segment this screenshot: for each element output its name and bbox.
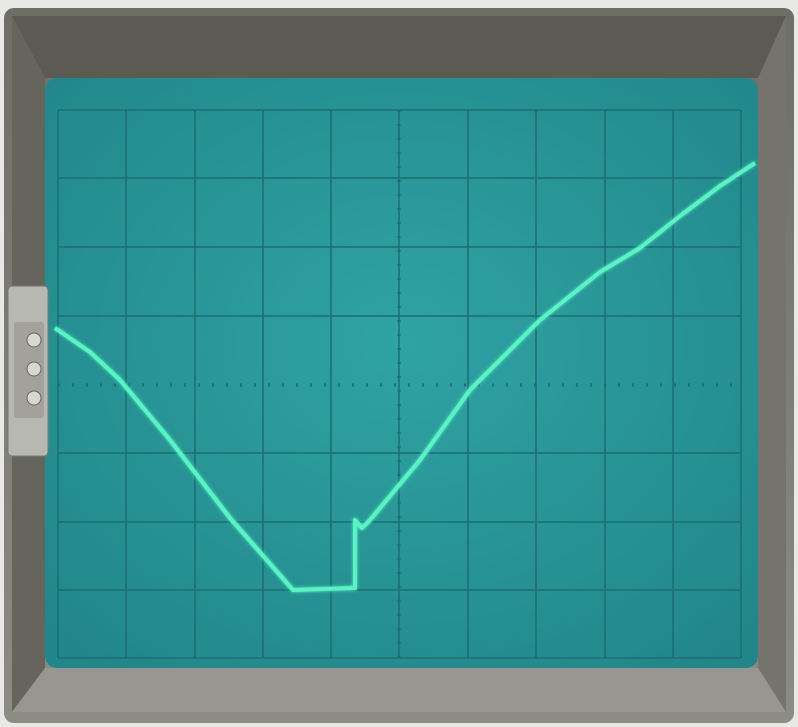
control-button[interactable] <box>27 391 41 405</box>
bezel-bottom <box>12 668 786 712</box>
control-button[interactable] <box>27 362 41 376</box>
side-controls <box>8 286 48 456</box>
screen <box>45 78 758 668</box>
control-button[interactable] <box>27 333 41 347</box>
oscilloscope-photo <box>0 0 798 727</box>
bezel-right <box>758 16 786 712</box>
page: (() => { const data = JSON.parse(documen… <box>0 0 798 727</box>
bezel-top <box>12 16 786 78</box>
